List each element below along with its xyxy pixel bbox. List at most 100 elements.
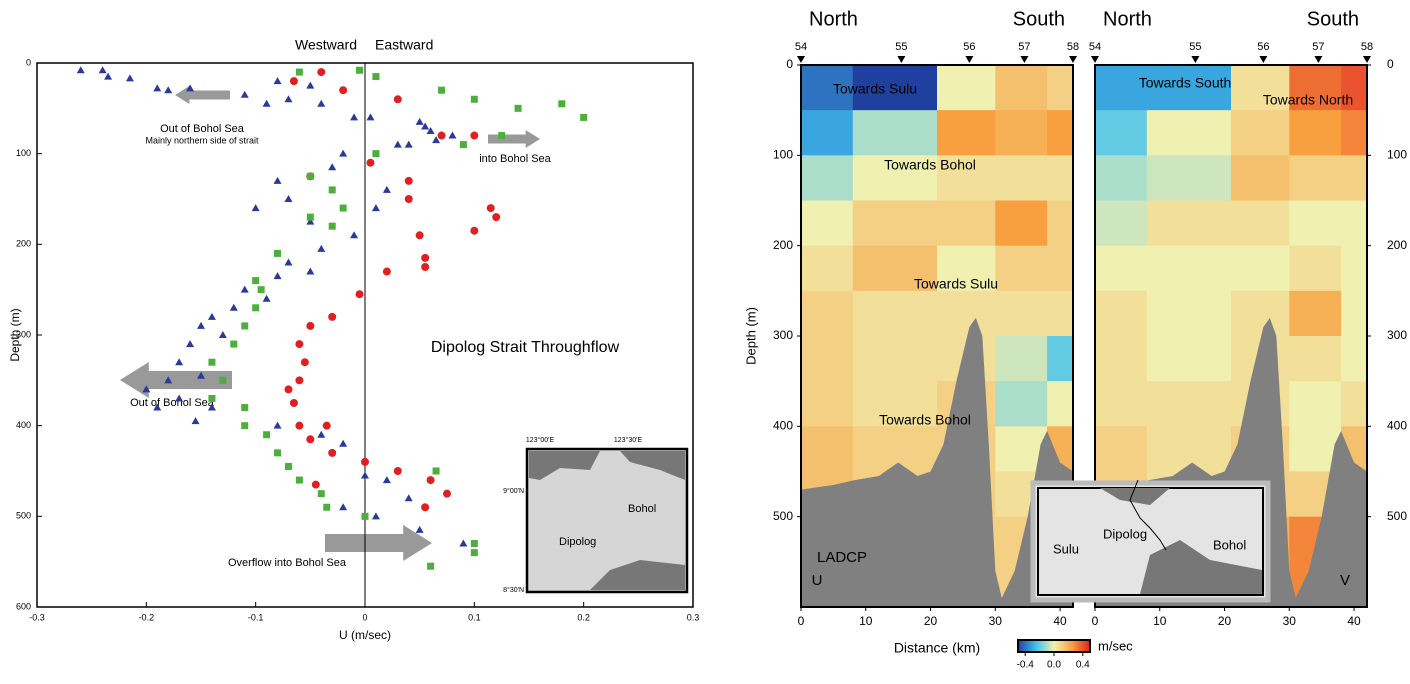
heatmap-cell	[1095, 381, 1148, 427]
heatmap-cell	[1095, 336, 1148, 382]
triangle-marker	[426, 127, 435, 134]
square-marker	[230, 340, 238, 348]
heatmap-cell	[852, 110, 938, 156]
y-tick-label: 100	[1387, 148, 1407, 162]
circle-marker	[437, 131, 446, 140]
heatmap-cell	[1341, 290, 1368, 337]
inset-lat: 8°30'N	[503, 586, 524, 594]
y-axis-label: Depth (m)	[8, 308, 22, 361]
triangle-marker	[197, 321, 205, 329]
x-tick-label: 20	[1218, 614, 1232, 628]
circle-marker	[404, 195, 413, 203]
station-label: 56	[1257, 41, 1269, 53]
triangle-marker	[164, 86, 173, 94]
square-marker	[372, 150, 380, 158]
y-tick-label: 400	[16, 420, 31, 430]
arrow	[175, 86, 230, 104]
heatmap-cell	[1047, 290, 1074, 337]
heatmap-cell	[801, 200, 854, 247]
heatmap-cell	[1047, 200, 1074, 247]
circle-marker	[366, 158, 375, 167]
circle-marker	[300, 358, 309, 367]
heatmap-cell	[852, 155, 938, 201]
station-label: 56	[963, 41, 975, 53]
circle-marker	[317, 68, 326, 77]
circle-marker	[421, 503, 430, 512]
annotation: Overflow into Bohol Sea	[228, 557, 347, 569]
triangle-marker	[284, 195, 293, 202]
circle-marker	[393, 95, 402, 104]
y-tick-label: 500	[773, 509, 793, 523]
x-tick-label: 10	[1153, 614, 1167, 628]
inset-place: Bohol	[1213, 537, 1246, 552]
annotation: Dipolog Strait Throughflow	[431, 339, 620, 356]
station-marker	[1091, 56, 1099, 63]
heatmap-cell	[995, 336, 1048, 382]
x-tick-label: -0.1	[248, 612, 264, 622]
circle-marker	[295, 421, 304, 430]
heatmap-cell	[801, 336, 854, 382]
square-marker	[241, 422, 249, 430]
triangle-marker	[186, 84, 195, 92]
colorbar-unit: m/sec	[1098, 638, 1133, 653]
square-marker	[257, 286, 265, 294]
circle-marker	[328, 448, 337, 457]
circle-marker	[393, 467, 402, 475]
x-tick-label: 0.1	[468, 612, 481, 622]
transect	[1129, 479, 1167, 551]
circle-marker	[328, 312, 337, 321]
heatmap-cell	[1095, 110, 1148, 156]
triangle-marker	[98, 66, 107, 74]
heatmap-cell	[801, 155, 854, 201]
heatmap-cell	[937, 245, 996, 292]
heatmap-cell	[852, 426, 938, 472]
x-tick-label: 20	[924, 614, 938, 628]
square-marker	[323, 503, 331, 511]
square-marker	[580, 113, 588, 121]
end-label: North	[809, 8, 858, 30]
heatmap-cell	[1289, 65, 1342, 111]
top-label: Westward	[295, 37, 357, 53]
station-marker	[1020, 56, 1029, 63]
heatmap-cell	[1341, 245, 1368, 292]
y-tick-label: 600	[16, 601, 31, 611]
annotation: Towards Sulu	[914, 276, 998, 292]
heatmap-cell	[801, 381, 854, 427]
heatmap-cell	[1146, 110, 1232, 156]
square-marker	[208, 394, 216, 402]
station-label: 57	[1018, 41, 1030, 53]
triangle-marker	[175, 394, 184, 402]
triangle-marker	[459, 539, 468, 547]
triangle-marker	[306, 81, 315, 89]
heatmap-cell	[1341, 155, 1368, 201]
square-marker	[356, 66, 364, 74]
triangle-marker	[240, 285, 249, 293]
heatmap-cell	[1231, 200, 1290, 247]
square-marker	[274, 249, 282, 257]
square-marker	[361, 512, 369, 520]
annotation: Towards Sulu	[833, 81, 917, 97]
circle-marker	[295, 340, 304, 349]
triangle-marker	[273, 421, 282, 429]
y-tick-label: 100	[16, 148, 31, 158]
heatmap-cell	[1289, 381, 1342, 427]
y-axis-label: Depth (m)	[743, 307, 758, 365]
heatmap-cell	[1146, 245, 1232, 292]
heatmap-cell	[995, 381, 1048, 427]
heatmap-cell	[1146, 155, 1232, 201]
square-marker	[498, 132, 506, 140]
annotation: Towards Bohol	[884, 157, 976, 173]
heatmap-cell	[801, 290, 854, 337]
square-marker	[470, 549, 478, 557]
triangle-marker	[153, 84, 162, 92]
heatmap-cell	[1231, 245, 1290, 292]
heatmap-cell	[1047, 110, 1074, 156]
circle-marker	[382, 267, 391, 276]
x-tick-label: 0	[1092, 614, 1099, 628]
y-tick-label: 0	[26, 57, 31, 67]
triangle-marker	[317, 430, 326, 438]
y-tick-label: 100	[773, 148, 793, 162]
heatmap-cell	[995, 155, 1048, 201]
annotation: Mainly northern side of strait	[145, 135, 259, 145]
